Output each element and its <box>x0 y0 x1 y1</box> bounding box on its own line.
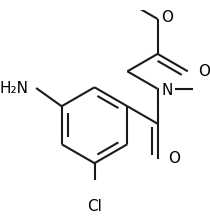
Text: Cl: Cl <box>87 199 102 214</box>
Text: O: O <box>198 64 210 79</box>
Text: O: O <box>161 10 173 25</box>
Text: N: N <box>161 83 173 98</box>
Text: H₂N: H₂N <box>0 81 29 96</box>
Text: O: O <box>168 151 180 166</box>
